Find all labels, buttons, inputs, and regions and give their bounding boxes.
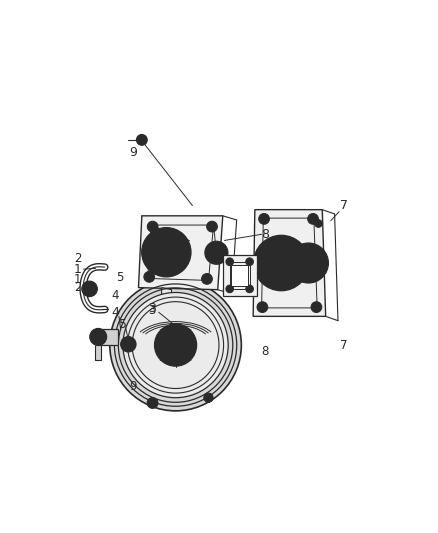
Circle shape (254, 235, 309, 290)
Text: 1: 1 (74, 273, 81, 286)
Bar (98, 329, 118, 344)
Bar (223, 255, 257, 296)
Bar (231, 264, 248, 286)
Text: 4: 4 (111, 289, 119, 302)
Text: 6: 6 (261, 263, 268, 276)
Circle shape (123, 293, 228, 398)
Circle shape (259, 214, 269, 224)
Text: 8: 8 (261, 345, 268, 358)
Text: 2: 2 (74, 253, 81, 265)
Polygon shape (138, 216, 223, 290)
Circle shape (85, 284, 94, 294)
Text: 2: 2 (74, 281, 82, 294)
Polygon shape (162, 288, 172, 304)
Circle shape (204, 393, 213, 402)
Text: 8: 8 (261, 228, 269, 241)
Text: 9: 9 (130, 146, 138, 159)
Circle shape (201, 273, 212, 284)
Bar (230, 262, 250, 289)
Text: 6: 6 (266, 265, 274, 278)
Circle shape (314, 220, 322, 228)
Circle shape (155, 324, 197, 366)
Circle shape (110, 279, 241, 411)
Circle shape (142, 228, 191, 277)
Circle shape (246, 258, 254, 265)
Circle shape (120, 336, 136, 352)
Circle shape (144, 271, 155, 282)
Circle shape (207, 221, 217, 232)
Text: 7: 7 (340, 199, 348, 212)
Text: 3: 3 (148, 302, 156, 314)
Circle shape (226, 285, 233, 293)
Text: 3: 3 (148, 304, 155, 317)
Circle shape (82, 281, 97, 296)
Circle shape (93, 332, 104, 342)
Circle shape (288, 243, 328, 283)
Circle shape (257, 302, 268, 312)
Text: 7: 7 (340, 338, 348, 352)
Circle shape (95, 334, 101, 340)
Circle shape (90, 328, 107, 345)
Circle shape (246, 285, 254, 293)
Text: 4: 4 (111, 306, 119, 319)
Circle shape (307, 214, 318, 224)
Polygon shape (253, 209, 326, 317)
Text: 5: 5 (116, 271, 124, 284)
Text: 5: 5 (119, 318, 127, 331)
Circle shape (147, 221, 158, 232)
Circle shape (311, 302, 322, 312)
Circle shape (205, 241, 228, 264)
Text: 1: 1 (74, 263, 82, 276)
Bar (95, 344, 101, 360)
Circle shape (137, 134, 147, 146)
Circle shape (147, 398, 158, 408)
Circle shape (87, 287, 92, 291)
Circle shape (226, 258, 233, 265)
Circle shape (298, 252, 319, 274)
Text: 9: 9 (130, 379, 137, 393)
